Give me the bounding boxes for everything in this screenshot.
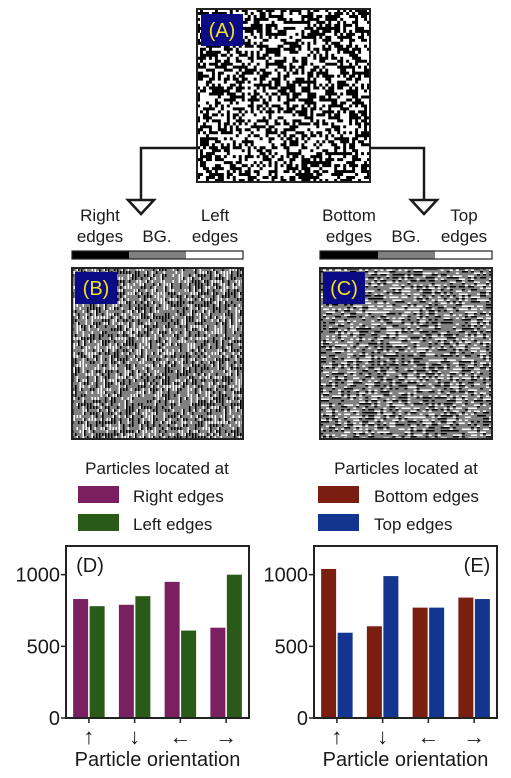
- bar-bottom-edges-1: [366, 626, 382, 718]
- colorbar-left-white: [186, 251, 243, 259]
- colorbar-right: Bottom edges BG. Top edges: [319, 206, 493, 260]
- panel-label-c: (C): [330, 278, 358, 300]
- panel-label-e: (E): [464, 555, 491, 577]
- legend-swatch-top-edges: [318, 514, 359, 531]
- colorbar-right-black: [320, 251, 378, 259]
- colorbar-left-black: [72, 251, 129, 259]
- panel-a-frame: [196, 8, 371, 183]
- bar-left-edges-3: [226, 574, 242, 718]
- bar-bottom-edges-2: [412, 607, 428, 718]
- x-tick-label: ↓: [377, 724, 388, 749]
- y-tick-label: 500: [27, 636, 60, 658]
- colorbar-left-label-3b: edges: [192, 227, 238, 246]
- y-tick-label: 1000: [16, 565, 61, 587]
- legend-swatch-left-edges: [78, 514, 119, 531]
- bar-right-edges-3: [210, 627, 226, 718]
- colorbar-left-frame: [71, 250, 244, 260]
- x-tick-label: ↑: [83, 724, 94, 749]
- bar-top-edges-0: [337, 632, 353, 718]
- bar-left-edges-2: [181, 630, 197, 718]
- panel-c-frame: [319, 267, 493, 440]
- axes-frame: [313, 545, 498, 719]
- panel-label-b: (B): [83, 278, 110, 300]
- bar-right-edges-1: [118, 604, 134, 718]
- legend-label-right-edges: Right edges: [133, 487, 224, 506]
- bar-chart-d: (D) ↑ ↓ ← → 0 500 1000 Particle orientation: [16, 545, 250, 771]
- panel-label-d: (D): [76, 555, 104, 577]
- colorbar-left-label-1a: Right: [80, 206, 120, 225]
- colorbar-left-label-3a: Left: [201, 206, 230, 225]
- arrow-left-line: [139, 146, 197, 200]
- colorbar-right-gray: [378, 251, 435, 259]
- y-tick-label: 1000: [264, 565, 309, 587]
- x-tick-label: →: [215, 724, 237, 749]
- x-tick-label: ↑: [331, 724, 342, 749]
- colorbar-right-label-3b: edges: [441, 227, 487, 246]
- x-tick-label: ↓: [129, 724, 140, 749]
- bar-top-edges-2: [429, 607, 445, 718]
- y-tick-label: 500: [275, 636, 308, 658]
- bar-top-edges-1: [383, 576, 399, 718]
- colorbar-left-label-mid: BG.: [142, 227, 171, 246]
- panel-label-a: (A): [209, 20, 236, 42]
- panel-b: (B): [71, 267, 244, 440]
- x-axis-label: Particle orientation: [323, 749, 489, 771]
- x-tick-label: ←: [169, 724, 191, 749]
- panel-b-frame: [71, 267, 244, 440]
- colorbar-right-frame: [319, 250, 493, 260]
- colorbar-left-gray: [129, 251, 186, 259]
- colorbar-left-label-1b: edges: [77, 227, 123, 246]
- legend-right-title: Particles located at: [334, 459, 478, 478]
- legend-right: Particles located at Bottom edges Top ed…: [318, 459, 479, 534]
- colorbar-right-white: [435, 251, 492, 259]
- bar-right-edges-2: [164, 581, 180, 718]
- bar-left-edges-0: [89, 606, 105, 718]
- panel-c: (C): [319, 267, 493, 440]
- legend-label-bottom-edges: Bottom edges: [374, 487, 479, 506]
- bar-right-edges-0: [73, 599, 89, 718]
- colorbar-left: Right edges BG. Left edges: [71, 206, 244, 260]
- panel-a: (A): [196, 8, 371, 183]
- split-arrows: [125, 146, 440, 216]
- y-tick-label: 0: [297, 708, 308, 730]
- bar-left-edges-1: [135, 596, 151, 718]
- x-tick-label: →: [463, 724, 485, 749]
- legend-label-top-edges: Top edges: [374, 515, 452, 534]
- panel-label-a-box: [201, 14, 243, 46]
- panel-label-b-box: [75, 272, 117, 304]
- colorbar-right-label-1b: edges: [326, 227, 372, 246]
- noise-image-a: [197, 9, 370, 182]
- noise-image-c: [320, 268, 492, 439]
- bar-top-edges-3: [474, 599, 490, 718]
- panel-label-c-box: [323, 272, 365, 304]
- legend-swatch-right-edges: [78, 486, 119, 503]
- colorbar-right-label-3a: Top: [450, 206, 477, 225]
- arrow-left-head: [125, 198, 157, 216]
- colorbar-right-label-1a: Bottom: [322, 206, 376, 225]
- legend-label-left-edges: Left edges: [133, 515, 212, 534]
- arrow-right-head: [408, 198, 440, 216]
- legend-left-title: Particles located at: [85, 459, 229, 478]
- axes-frame: [65, 545, 250, 719]
- legend-left: Particles located at Right edges Left ed…: [78, 459, 229, 534]
- noise-image-b: [72, 268, 243, 439]
- legend-swatch-bottom-edges: [318, 486, 359, 503]
- x-axis-label: Particle orientation: [75, 749, 241, 771]
- bar-bottom-edges-0: [321, 568, 337, 718]
- bar-bottom-edges-3: [458, 597, 474, 718]
- x-tick-label: ←: [417, 724, 439, 749]
- arrow-right-line: [370, 146, 426, 200]
- colorbar-right-label-mid: BG.: [391, 227, 420, 246]
- bar-chart-e: (E) ↑ ↓ ← → 0 500 1000 Particle orientation: [264, 545, 498, 771]
- y-tick-label: 0: [49, 708, 60, 730]
